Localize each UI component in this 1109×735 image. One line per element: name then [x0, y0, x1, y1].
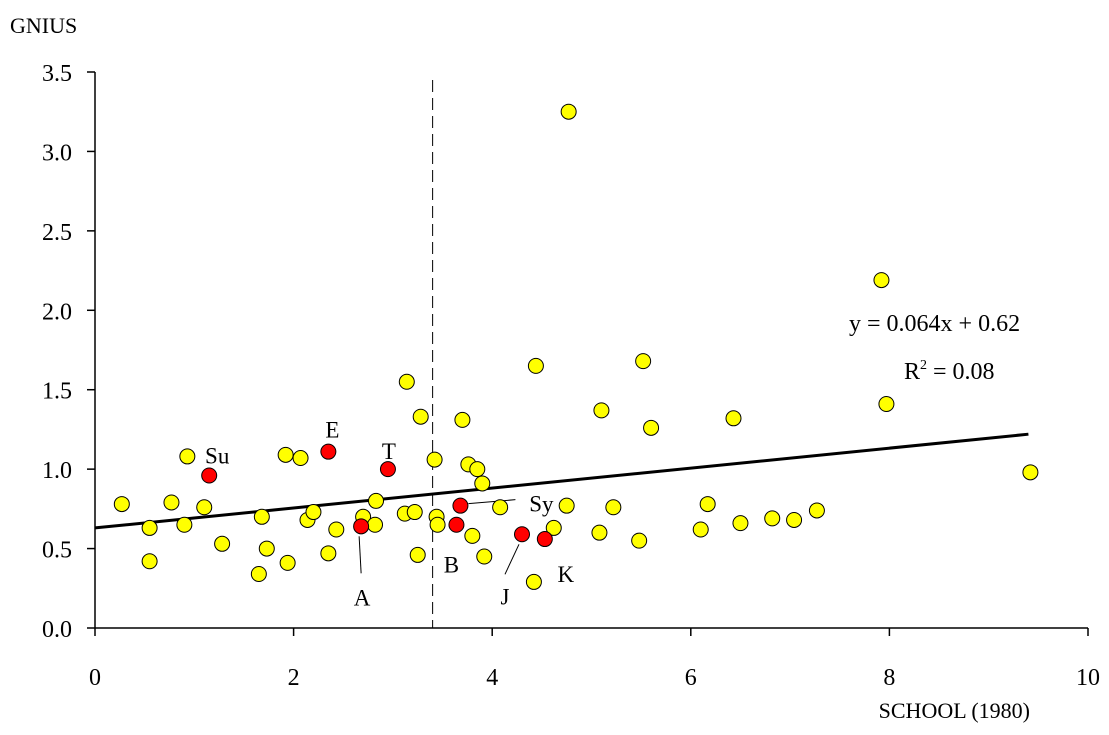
data-point [808, 502, 825, 519]
r-squared-value: = 0.08 [927, 359, 995, 385]
data-point [277, 446, 294, 463]
data-point [699, 496, 716, 513]
data-point [258, 540, 275, 557]
y-tick-label: 0.0 [42, 617, 72, 643]
data-point [764, 510, 781, 527]
highlighted-data-point [452, 497, 469, 514]
highlighted-data-point [320, 443, 337, 460]
highlighted-data-point [201, 467, 218, 484]
y-tick-label: 3.5 [42, 61, 72, 87]
x-tick-label: 10 [1076, 665, 1100, 691]
x-tick-label: 6 [685, 665, 697, 691]
data-point [367, 516, 384, 533]
data-point [305, 504, 322, 521]
data-point [527, 357, 544, 374]
data-point [253, 508, 270, 525]
y-tick-label: 2.5 [42, 220, 72, 246]
highlighted-data-point [353, 518, 370, 535]
data-point [545, 519, 562, 536]
point-label: Sy [529, 492, 554, 517]
highlighted-data-point [448, 516, 465, 533]
data-point [631, 532, 648, 549]
highlighted-data-point [536, 531, 553, 548]
data-point [214, 535, 231, 552]
data-point [454, 411, 471, 428]
data-point [591, 524, 608, 541]
data-point [558, 497, 575, 514]
data-point [250, 565, 267, 582]
data-point [320, 545, 337, 562]
data-point [429, 516, 446, 533]
data-point [605, 499, 622, 516]
highlighted-data-point [379, 461, 396, 478]
data-point [328, 521, 345, 538]
highlighted-data-point [513, 526, 530, 543]
points-layer [113, 103, 1039, 590]
label-callout-line [468, 499, 516, 505]
point-label: J [501, 584, 510, 609]
data-point [732, 515, 749, 532]
data-point [141, 519, 158, 536]
point-label: B [444, 553, 459, 578]
y-tick-label: 1.5 [42, 379, 72, 405]
x-tick-label: 2 [288, 665, 300, 691]
data-point [1022, 464, 1039, 481]
x-axis-title: SCHOOL (1980) [879, 698, 1030, 723]
data-point [593, 402, 610, 419]
label-callout-line [504, 544, 520, 575]
data-point [406, 504, 423, 521]
r-squared-superscript: 2 [920, 358, 927, 373]
point-label: K [558, 562, 575, 587]
callouts-layer [358, 499, 520, 575]
y-tick-label: 2.0 [42, 299, 72, 325]
data-point [464, 527, 481, 544]
x-tick-label: 0 [89, 665, 101, 691]
point-label: A [354, 585, 371, 610]
r-squared-prefix: R [904, 359, 920, 385]
point-label: Su [205, 443, 230, 468]
y-tick-label: 1.0 [42, 458, 72, 484]
data-point [635, 353, 652, 370]
data-point [426, 451, 443, 468]
y-axis-title: GNIUS [10, 13, 77, 38]
data-point [163, 494, 180, 511]
data-point [176, 516, 193, 533]
data-point [474, 475, 491, 492]
trendline-equation: y = 0.064x + 0.62 [849, 311, 1020, 337]
data-point [179, 448, 196, 465]
data-point [141, 553, 158, 570]
data-point [725, 410, 742, 427]
data-point [560, 103, 577, 120]
label-callout-line [358, 536, 362, 574]
data-point [113, 496, 130, 513]
data-point [878, 396, 895, 413]
ticks-layer: 0 2 4 6 8 10 0.0 0.5 1.0 1.5 2.0 2.5 3.0 3.5 [42, 61, 1100, 691]
data-point [412, 408, 429, 425]
x-tick-label: 8 [883, 665, 895, 691]
r-squared-text: R2 = 0.08 [904, 358, 995, 385]
data-point [476, 548, 493, 565]
trend-line [94, 432, 1029, 530]
point-label: E [325, 418, 339, 443]
data-point [368, 492, 385, 509]
data-point [409, 546, 426, 563]
data-point [786, 511, 803, 528]
x-tick-label: 4 [486, 665, 498, 691]
y-tick-label: 3.0 [42, 140, 72, 166]
data-point [873, 272, 890, 289]
point-label: T [382, 439, 396, 464]
data-point [279, 554, 296, 571]
data-point [469, 461, 486, 478]
data-point [525, 573, 542, 590]
data-point [292, 450, 309, 467]
data-point [692, 521, 709, 538]
data-point [196, 499, 213, 516]
data-point [492, 499, 509, 516]
point-labels-layer: Su E T Sy B J K A [205, 418, 574, 611]
y-tick-label: 0.5 [42, 538, 72, 564]
data-point [643, 419, 660, 436]
data-point [398, 373, 415, 390]
